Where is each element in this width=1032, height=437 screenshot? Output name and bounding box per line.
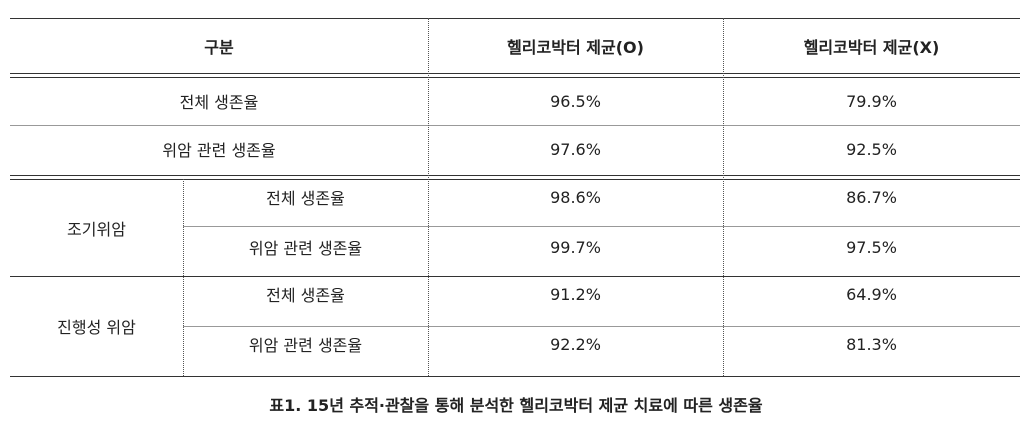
value-cell: 91.2%	[550, 284, 601, 304]
header-cell: 헬리코박터 제균(X)	[803, 37, 940, 57]
value-cell: 96.5%	[550, 91, 601, 111]
group-label: 조기위암	[67, 219, 126, 239]
value-cell: 92.5%	[846, 139, 897, 159]
divider	[183, 179, 184, 376]
value-cell: 64.9%	[846, 284, 897, 304]
rule	[10, 376, 1020, 377]
value-cell: 97.5%	[846, 237, 897, 257]
rule	[10, 73, 1020, 74]
rule	[183, 326, 1020, 327]
value-cell: 79.9%	[846, 91, 897, 111]
header-cell: 구분	[204, 37, 234, 57]
rule	[10, 125, 1020, 126]
rule	[10, 179, 1020, 180]
row-label: 전체 생존율	[179, 93, 259, 112]
rule	[10, 77, 1020, 78]
row-label: 위암 관련 생존율	[248, 239, 363, 258]
row-label: 위암 관련 생존율	[162, 141, 276, 160]
value-cell: 86.7%	[846, 187, 897, 207]
caption: 표1. 15년 추적·관찰을 통해 분석한 헬리코박터 제균 치료에 따른 생존…	[269, 396, 763, 415]
rule	[183, 226, 1020, 227]
value-cell: 99.7%	[550, 237, 601, 257]
divider	[723, 18, 724, 376]
header-cell: 헬리코박터 제균(O)	[507, 37, 644, 57]
value-cell: 92.2%	[550, 334, 601, 354]
row-label: 위암 관련 생존율	[248, 336, 363, 355]
divider	[428, 18, 429, 376]
group-label: 진행성 위암	[57, 318, 136, 337]
row-label: 전체 생존율	[266, 189, 345, 208]
rule	[10, 175, 1020, 176]
value-cell: 81.3%	[846, 334, 897, 354]
value-cell: 97.6%	[550, 139, 601, 159]
rule	[10, 276, 1020, 277]
rule	[10, 18, 1020, 19]
value-cell: 98.6%	[550, 187, 601, 207]
row-label: 전체 생존율	[266, 286, 345, 305]
